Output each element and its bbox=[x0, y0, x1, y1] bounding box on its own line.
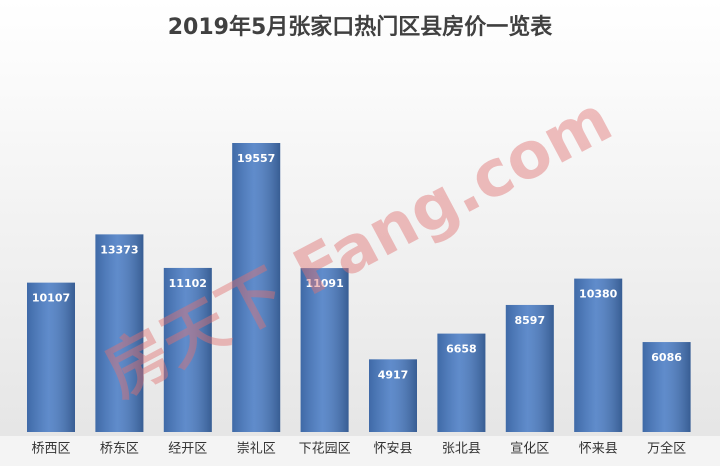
bar-shade bbox=[574, 278, 623, 432]
data-label: 19557 bbox=[237, 152, 275, 165]
data-label: 6086 bbox=[651, 351, 682, 364]
x-tick-label: 桥东区 bbox=[100, 442, 139, 457]
bar-shade bbox=[95, 234, 144, 432]
x-tick-label: 怀来县 bbox=[579, 442, 618, 457]
bar-shade bbox=[232, 143, 281, 432]
bar-shade bbox=[437, 333, 486, 432]
bar-shade bbox=[27, 282, 75, 432]
x-tick-label: 万全区 bbox=[647, 441, 686, 457]
data-label: 10107 bbox=[32, 292, 70, 305]
x-tick-label: 经开区 bbox=[168, 442, 207, 457]
x-tick-label: 张北县 bbox=[442, 442, 481, 457]
data-label: 10380 bbox=[579, 288, 618, 301]
x-tick-label: 下花园区 bbox=[299, 441, 351, 457]
bar-shade bbox=[300, 268, 349, 432]
x-tick-label: 崇礼区 bbox=[237, 441, 276, 457]
bar-shade bbox=[369, 359, 417, 432]
bar-shade bbox=[505, 304, 554, 432]
x-tick-label: 桥西区 bbox=[31, 442, 70, 457]
x-tick-label: 怀安县 bbox=[373, 442, 412, 457]
axis-strip bbox=[0, 436, 720, 466]
data-label: 6658 bbox=[446, 343, 477, 356]
data-label: 11102 bbox=[169, 277, 207, 290]
data-label: 8597 bbox=[514, 314, 545, 327]
bars: 10107 桥西区 13373 桥东区 11102 经开区 19557 崇礼区 11091 下花园… bbox=[27, 143, 691, 457]
chart-title: 2019年5月张家口热门区县房价一览表 bbox=[168, 14, 554, 40]
x-tick-label: 宣化区 bbox=[510, 441, 549, 457]
bar-shade bbox=[163, 267, 212, 432]
bar-shade bbox=[642, 342, 691, 432]
data-label: 4917 bbox=[378, 368, 409, 381]
data-label: 11091 bbox=[305, 277, 343, 290]
data-label: 13373 bbox=[100, 243, 138, 256]
